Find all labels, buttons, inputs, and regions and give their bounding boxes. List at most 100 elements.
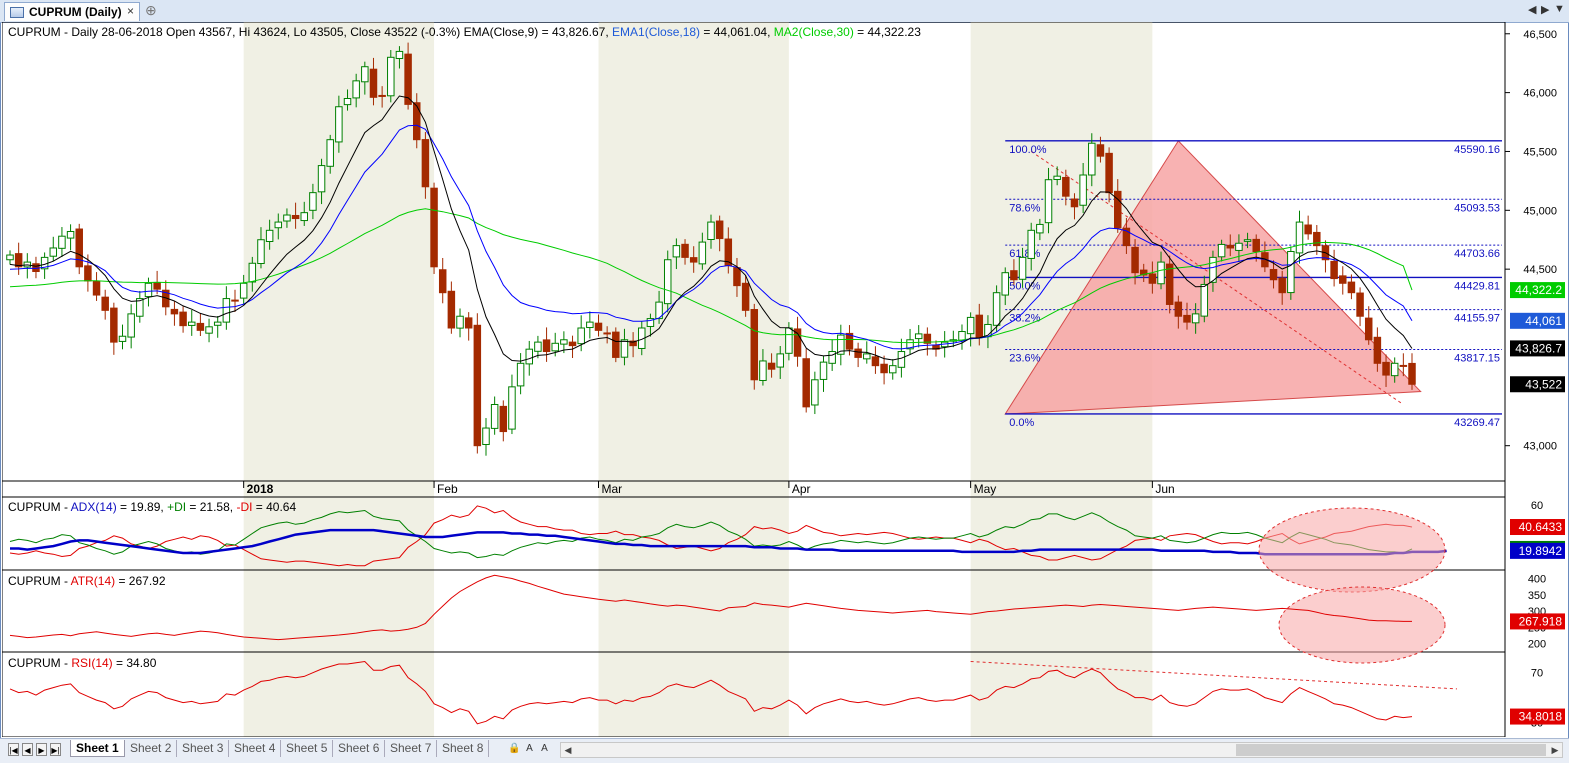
candle-body-32	[283, 214, 291, 222]
sheet-tab-2[interactable]: Sheet 2	[125, 740, 178, 757]
rsi-legend-name: RSI(14)	[71, 656, 112, 670]
candle-body-106	[923, 333, 932, 344]
candle-body-76	[663, 259, 672, 305]
candle-body-45	[395, 50, 404, 59]
candle-body-141	[1226, 244, 1235, 249]
fib-price-0: 45590.16	[1454, 144, 1500, 156]
price-legend-ema1-value: = 44,061.04,	[700, 25, 770, 39]
rsi-badge-text-0: 34.8018	[1519, 710, 1563, 724]
sheet-tab-8[interactable]: Sheet 8	[437, 740, 490, 757]
chart-document-tab[interactable]: CUPRUM (Daily) ×	[4, 2, 140, 21]
candle-body-134	[1165, 263, 1174, 305]
candle-body-6	[58, 235, 66, 249]
candle-body-155	[1347, 281, 1356, 294]
tab-scroll-left-icon[interactable]: ◀	[1528, 4, 1537, 16]
adx-legend: CUPRUM - ADX(14) = 19.89, +DI = 21.58, -…	[8, 500, 296, 514]
candle-body-96	[837, 334, 845, 355]
candle-body-142	[1235, 242, 1243, 251]
plus-di-legend-name: +DI	[167, 500, 186, 514]
candle-body-159	[1382, 361, 1390, 376]
fib-price-2: 44703.66	[1454, 248, 1500, 260]
price-tick-label-0: 46,500	[1523, 29, 1557, 41]
fib-ratio-0: 100.0%	[1009, 144, 1047, 156]
sheet-tab-6[interactable]: Sheet 6	[333, 740, 386, 757]
adx-tick-label-0: 60	[1531, 500, 1543, 512]
candle-body-33	[291, 214, 300, 220]
candle-body-16	[144, 282, 153, 298]
candle-body-18	[162, 289, 170, 308]
candle-body-30	[265, 229, 274, 242]
candle-body-124	[1079, 174, 1087, 206]
candle-body-7	[66, 230, 75, 239]
sheet-tab-3[interactable]: Sheet 3	[177, 740, 230, 757]
close-tab-icon[interactable]: ×	[127, 4, 135, 18]
candle-body-61	[534, 341, 542, 352]
candle-body-78	[681, 243, 689, 258]
candle-body-118	[1027, 229, 1035, 259]
candle-body-138	[1200, 283, 1209, 317]
sheet-tab-7[interactable]: Sheet 7	[385, 740, 438, 757]
adx-legend-prefix: CUPRUM -	[8, 500, 71, 514]
candle-body-46	[404, 53, 412, 105]
candle-body-160	[1390, 362, 1399, 377]
sheet-tab-4[interactable]: Sheet 4	[229, 740, 282, 757]
candle-body-10	[92, 281, 101, 296]
candle-body-121	[1053, 175, 1061, 180]
candle-body-12	[110, 307, 118, 343]
date-label-mar: Mar	[601, 482, 622, 496]
price-legend-ema1: EMA1(Close,18)	[612, 25, 700, 39]
horizontal-scrollbar[interactable]: ◀ ▶	[560, 742, 1563, 758]
candle-body-88	[767, 362, 776, 370]
candle-body-13	[118, 335, 127, 342]
candle-body-91	[793, 328, 802, 357]
candle-body-151	[1313, 231, 1321, 247]
scroll-left-icon[interactable]: ◀	[564, 745, 572, 755]
candle-body-47	[413, 102, 421, 141]
scroll-right-icon[interactable]: ▶	[1551, 745, 1559, 755]
new-tab-icon[interactable]: ⊕	[145, 2, 157, 18]
candle-body-31	[274, 221, 283, 229]
rsi-legend: CUPRUM - RSI(14) = 34.80	[8, 656, 157, 670]
price-badge-text-3: 43,522	[1525, 377, 1562, 391]
fib-price-4: 44155.97	[1454, 313, 1500, 325]
minus-di-legend-value: = 40.64	[252, 500, 296, 514]
next-sheet-button[interactable]: ▶	[36, 743, 47, 756]
sheet-tab-1[interactable]: Sheet 1	[70, 740, 125, 757]
lock-sheet-icon[interactable]: 🔒	[508, 743, 521, 754]
document-tab-bar: CUPRUM (Daily) × ⊕ ◀ ▶ ▼	[0, 0, 1569, 23]
candle-body-5	[49, 247, 58, 257]
chart-area[interactable]: 2018 Feb Mar Apr May Jun 100.0% 45590.16 78.6% 4…	[1, 21, 1567, 738]
candle-body-19	[170, 308, 179, 315]
ema18-line	[9, 124, 1413, 350]
candle-body-111	[966, 316, 975, 335]
adx-series-0	[10, 528, 1447, 556]
tab-list-menu-icon[interactable]: ▼	[1554, 3, 1565, 15]
price-tick-label-4: 44,500	[1523, 264, 1557, 276]
last-sheet-button[interactable]: ▶|	[50, 743, 61, 756]
candle-body-28	[248, 262, 257, 283]
ma30-line	[9, 208, 1413, 344]
atr-legend-prefix: CUPRUM -	[8, 574, 71, 588]
scrollbar-thumb[interactable]	[1236, 744, 1546, 756]
chart-svg[interactable]: 2018 Feb Mar Apr May Jun 100.0% 45590.16 78.6% 4…	[1, 21, 1567, 738]
first-sheet-button[interactable]: |◀	[8, 743, 19, 756]
candle-body-147	[1278, 277, 1286, 294]
candle-body-53	[464, 317, 473, 329]
atr-tick-label-4: 200	[1528, 639, 1546, 651]
prev-sheet-button[interactable]: ◀	[22, 743, 33, 756]
candle-body-104	[906, 339, 914, 350]
candle-body-21	[187, 321, 196, 326]
candle-body-39	[343, 98, 352, 106]
scale-a-icon[interactable]: A	[526, 743, 533, 754]
sheet-tab-5[interactable]: Sheet 5	[281, 740, 334, 757]
candle-body-87	[759, 360, 767, 381]
candle-body-148	[1287, 251, 1295, 294]
candle-body-15	[136, 298, 144, 317]
scale-b-icon[interactable]: A	[541, 743, 548, 754]
candle-body-99	[863, 353, 871, 360]
tab-scroll-right-icon[interactable]: ▶	[1541, 4, 1550, 16]
candle-body-143	[1243, 239, 1252, 242]
candle-body-139	[1209, 256, 1217, 283]
